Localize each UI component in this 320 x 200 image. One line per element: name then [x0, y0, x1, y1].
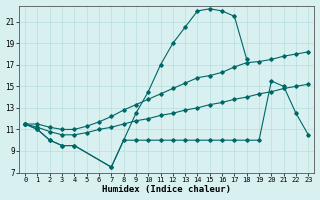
X-axis label: Humidex (Indice chaleur): Humidex (Indice chaleur) [102, 185, 231, 194]
